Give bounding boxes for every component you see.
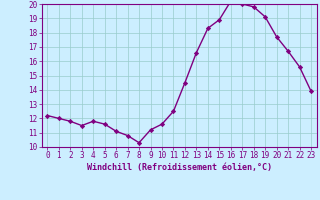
X-axis label: Windchill (Refroidissement éolien,°C): Windchill (Refroidissement éolien,°C) — [87, 163, 272, 172]
